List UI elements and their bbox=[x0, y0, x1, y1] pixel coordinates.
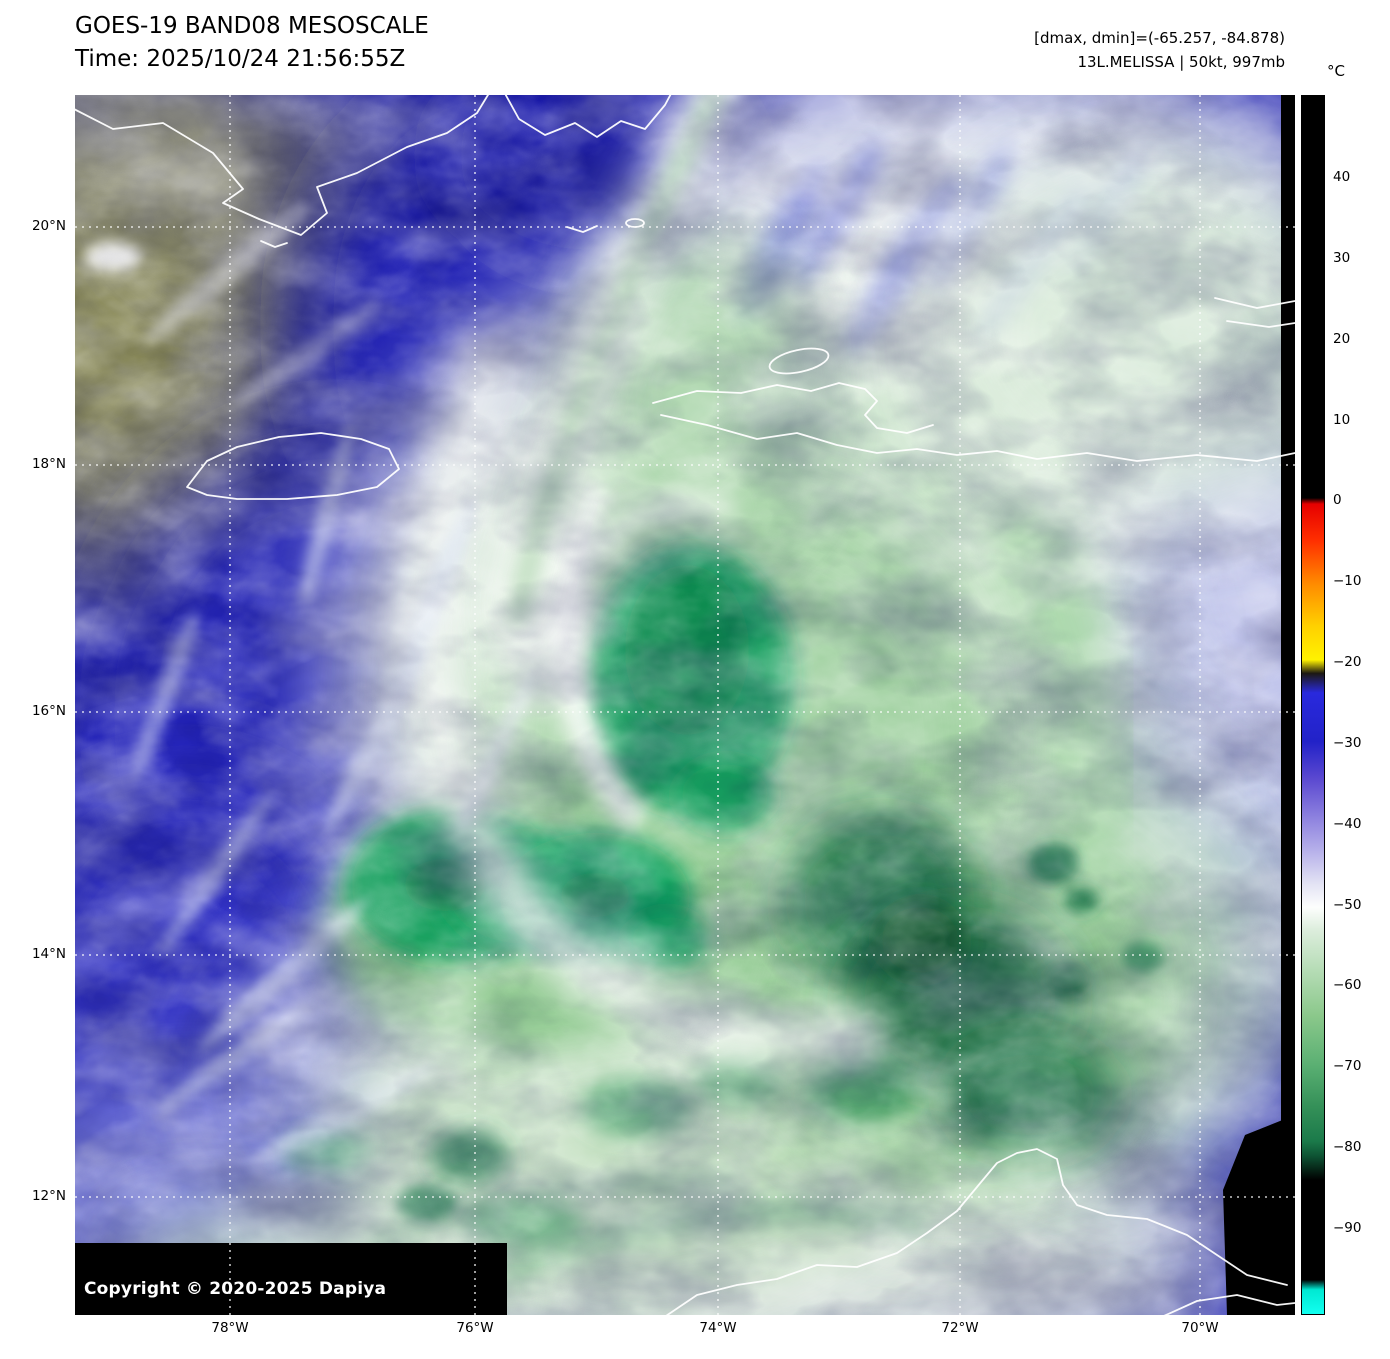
colorbar-tick-label: −80 bbox=[1333, 1139, 1362, 1155]
colorbar-tick-label: −30 bbox=[1333, 735, 1362, 751]
range-label: [dmax, dmin]=(-65.257, -84.878) bbox=[1034, 29, 1285, 47]
lat-label: 14°N bbox=[31, 946, 66, 962]
storm-label: 13L.MELISSA | 50kt, 997mb bbox=[1077, 53, 1285, 71]
colorbar-tick-label: 20 bbox=[1333, 331, 1351, 347]
satellite-map: Copyright © 2020-2025 Dapiya bbox=[75, 95, 1295, 1315]
imagery-texture bbox=[75, 95, 1295, 1315]
no-data-edges bbox=[75, 95, 1295, 1315]
lon-label: 74°W bbox=[699, 1320, 737, 1336]
page-title: GOES-19 BAND08 MESOSCALE bbox=[75, 13, 429, 39]
colorbar-tick-label: −90 bbox=[1333, 1220, 1362, 1236]
colorbar-tick-label: 30 bbox=[1333, 250, 1351, 266]
lon-label: 76°W bbox=[456, 1320, 494, 1336]
header-left: GOES-19 BAND08 MESOSCALE Time: 2025/10/2… bbox=[75, 10, 429, 75]
colorbar-tick-label: −50 bbox=[1333, 897, 1362, 913]
colorbar-tick-label: 40 bbox=[1333, 169, 1351, 185]
lon-label: 70°W bbox=[1181, 1320, 1219, 1336]
colorbar-tick-label: −60 bbox=[1333, 977, 1362, 993]
coastlines bbox=[75, 95, 1295, 1315]
lon-label: 72°W bbox=[941, 1320, 979, 1336]
colorbar-tick-label: 10 bbox=[1333, 412, 1351, 428]
colorbar-unit-label: °C bbox=[1327, 62, 1345, 80]
lon-label: 78°W bbox=[211, 1320, 249, 1336]
colorbar-tick-label: 0 bbox=[1333, 492, 1342, 508]
time-label: Time: 2025/10/24 21:56:55Z bbox=[75, 45, 406, 72]
lat-label: 12°N bbox=[31, 1188, 66, 1204]
header-right: [dmax, dmin]=(-65.257, -84.878) 13L.MELI… bbox=[1034, 26, 1285, 74]
satellite-image bbox=[75, 95, 1295, 1315]
lat-label: 18°N bbox=[31, 456, 66, 472]
colorbar-tick-label: −10 bbox=[1333, 573, 1362, 589]
colorbar-gradient bbox=[1301, 95, 1325, 1315]
colorbar-tick-label: −70 bbox=[1333, 1058, 1362, 1074]
lat-label: 20°N bbox=[31, 218, 66, 234]
colorbar-tick-label: −20 bbox=[1333, 654, 1362, 670]
lat-label: 16°N bbox=[31, 703, 66, 719]
colorbar-tick-label: −40 bbox=[1333, 816, 1362, 832]
copyright-label: Copyright © 2020-2025 Dapiya bbox=[84, 1279, 387, 1299]
